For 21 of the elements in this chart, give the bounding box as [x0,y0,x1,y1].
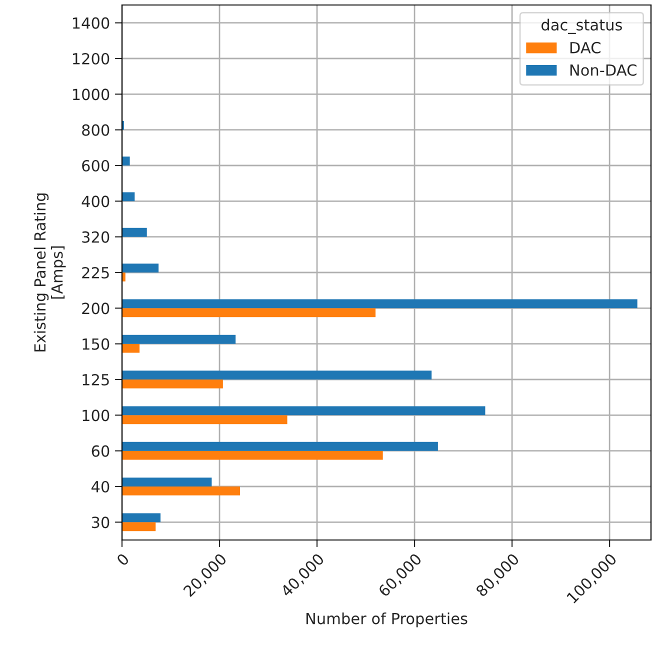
legend-label: Non-DAC [570,64,636,76]
y-tick-label: 800 [82,124,110,136]
y-tick-label: 60 [92,445,110,457]
y-tick-label: 125 [82,374,109,386]
y-tick-label: 1200 [72,52,110,65]
y-tick-label: 1400 [72,17,110,29]
y-tick-label: 320 [82,231,110,243]
legend-title: dac_status [542,18,622,34]
y-tick-label: 200 [82,302,110,314]
y-tick-label: 1000 [72,88,110,100]
x-axis-title: Number of Properties [306,612,468,628]
y-tick-label: 40 [92,480,110,493]
y-tick-label: 100 [82,410,110,422]
y-tick-label: 150 [82,338,110,350]
y-tick-label: 225 [82,266,109,279]
y-tick-label: 400 [82,196,110,208]
y-tick-label: 30 [92,516,110,528]
legend-label: DAC [570,42,600,54]
x-tick-label: 0 [116,552,130,566]
y-axis-title: Existing Panel Rating [Amps] [34,194,66,352]
y-tick-label: 600 [82,160,110,172]
